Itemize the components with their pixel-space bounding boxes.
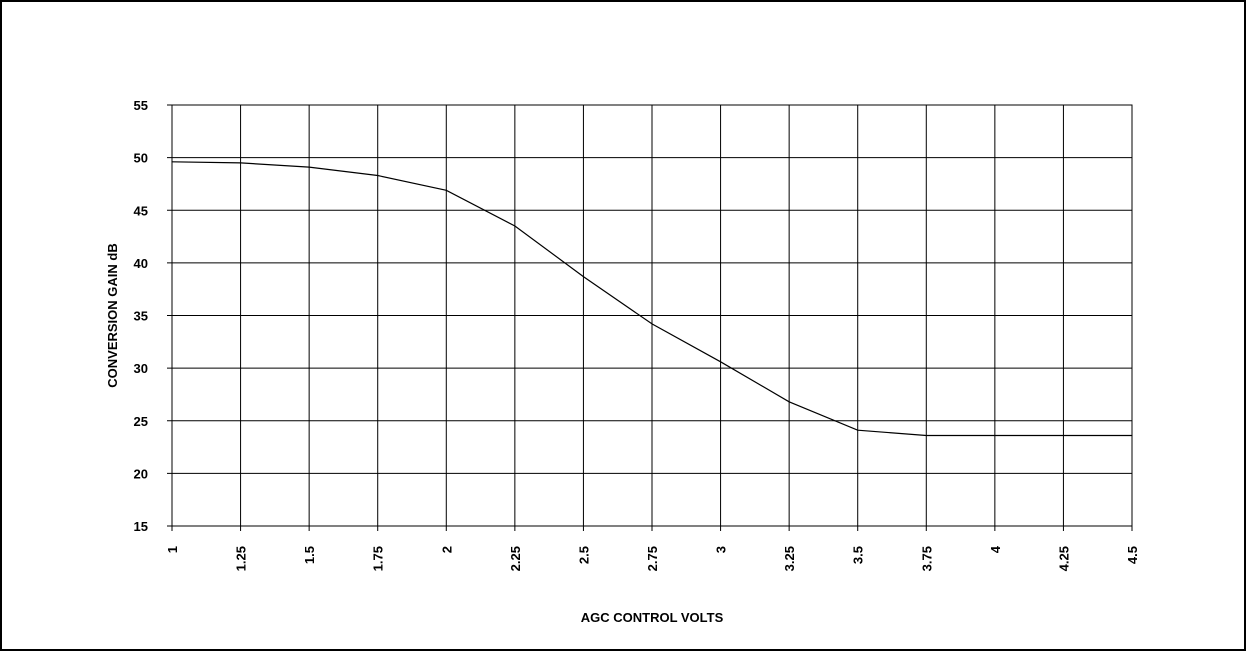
x-tick-label: 1.5 <box>302 546 317 564</box>
x-tick-label: 1 <box>165 546 180 553</box>
data-point <box>445 189 447 191</box>
x-tick-label: 4.25 <box>1056 546 1071 571</box>
x-tick-label: 1.75 <box>371 546 386 571</box>
data-point <box>582 275 585 278</box>
series-layer <box>171 161 1133 437</box>
x-tick-label: 3.5 <box>851 546 866 564</box>
y-tick-label: 35 <box>134 309 148 324</box>
y-tick-label: 50 <box>134 151 148 166</box>
y-tick-label: 15 <box>134 519 148 534</box>
x-tick-label: 3.75 <box>919 546 934 571</box>
y-tick-label: 20 <box>134 466 148 481</box>
y-tick-label: 45 <box>134 203 148 218</box>
plot-area-frame <box>171 104 1133 527</box>
grid-layer <box>167 104 1133 531</box>
y-tick-label: 40 <box>134 256 148 271</box>
data-point <box>308 166 310 168</box>
y-tick-label: 55 <box>134 98 148 113</box>
data-point <box>857 429 859 431</box>
data-point <box>994 434 996 437</box>
x-tick-label: 3.25 <box>782 546 797 571</box>
x-tick-label: 2.75 <box>645 546 660 571</box>
data-point <box>651 323 653 325</box>
x-tick-label: 2.5 <box>576 546 591 564</box>
y-tick-labels: 55 50 45 40 35 30 25 20 15 <box>134 98 148 534</box>
x-tick-label: 2 <box>439 546 454 553</box>
data-point <box>171 161 173 163</box>
x-tick-label: 4.5 <box>1125 546 1140 564</box>
data-point <box>514 225 516 227</box>
y-axis-title: CONVERSION GAIN dB <box>105 243 120 387</box>
data-point <box>239 162 242 164</box>
data-point <box>1062 434 1065 437</box>
data-point <box>377 174 379 177</box>
x-tick-label: 3 <box>714 546 729 553</box>
x-tick-label: 2.25 <box>508 546 523 571</box>
y-tick-label: 25 <box>134 414 148 429</box>
x-tick-label: 1.25 <box>234 546 249 571</box>
y-tick-label: 30 <box>134 361 148 376</box>
data-point <box>788 401 790 403</box>
data-point <box>1131 434 1133 437</box>
data-point <box>719 361 722 363</box>
x-tick-labels: 1 1.25 1.5 1.75 2 2.25 2.5 2.75 3 3.25 3.5 3.75 4 4.2… <box>165 545 1140 571</box>
x-axis-title: AGC CONTROL VOLTS <box>581 610 724 625</box>
data-point <box>925 434 927 437</box>
x-tick-label: 4 <box>988 545 1003 553</box>
